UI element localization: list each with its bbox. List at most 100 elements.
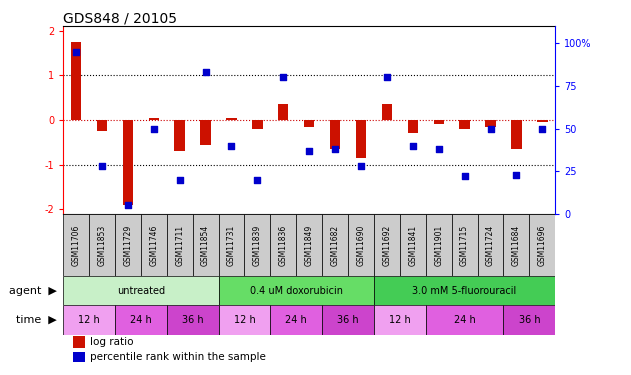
Point	[304, 148, 314, 154]
Text: GSM11729: GSM11729	[124, 224, 133, 266]
Text: 0.4 uM doxorubicin: 0.4 uM doxorubicin	[250, 286, 343, 296]
Bar	[97, 120, 107, 131]
Bar	[73, 336, 85, 348]
Bar	[122, 120, 133, 205]
Bar	[478, 214, 504, 276]
Point	[433, 146, 444, 152]
Text: GSM11692: GSM11692	[382, 224, 391, 266]
Bar	[296, 214, 322, 276]
Bar	[330, 120, 340, 149]
Bar	[322, 214, 348, 276]
Text: GSM11853: GSM11853	[97, 224, 107, 266]
Text: GSM11854: GSM11854	[201, 224, 210, 266]
Text: GSM11849: GSM11849	[305, 224, 314, 266]
Bar	[374, 305, 426, 334]
Text: untreated: untreated	[117, 286, 165, 296]
Bar	[374, 214, 400, 276]
Point	[123, 202, 133, 208]
Point	[537, 126, 547, 132]
Bar	[278, 104, 288, 120]
Bar	[382, 104, 392, 120]
Bar	[452, 214, 478, 276]
Bar	[218, 276, 374, 305]
Text: log ratio: log ratio	[90, 337, 134, 347]
Text: 24 h: 24 h	[130, 315, 151, 325]
Bar	[426, 305, 504, 334]
Point	[459, 173, 469, 179]
Bar	[504, 305, 555, 334]
Text: 12 h: 12 h	[78, 315, 100, 325]
Text: GSM11690: GSM11690	[357, 224, 365, 266]
Text: GSM11724: GSM11724	[486, 224, 495, 266]
Point	[278, 74, 288, 80]
Text: GSM11731: GSM11731	[227, 224, 236, 266]
Bar	[63, 214, 89, 276]
Bar	[89, 214, 115, 276]
Text: 12 h: 12 h	[233, 315, 256, 325]
Text: GSM11715: GSM11715	[460, 224, 469, 266]
Text: GSM11696: GSM11696	[538, 224, 547, 266]
Bar	[167, 214, 192, 276]
Point	[97, 163, 107, 169]
Text: GSM11901: GSM11901	[434, 224, 443, 266]
Text: 36 h: 36 h	[182, 315, 203, 325]
Bar	[459, 120, 470, 129]
Text: time  ▶: time ▶	[16, 315, 57, 325]
Point	[71, 49, 81, 55]
Bar	[356, 120, 366, 158]
Bar	[201, 120, 211, 144]
Point	[149, 126, 159, 132]
Point	[252, 177, 262, 183]
Point	[175, 177, 185, 183]
Point	[330, 146, 340, 152]
Bar	[529, 214, 555, 276]
Text: percentile rank within the sample: percentile rank within the sample	[90, 352, 266, 362]
Text: 36 h: 36 h	[519, 315, 540, 325]
Bar	[218, 305, 270, 334]
Bar	[374, 276, 555, 305]
Bar	[71, 42, 81, 120]
Text: 3.0 mM 5-fluorouracil: 3.0 mM 5-fluorouracil	[413, 286, 517, 296]
Bar	[115, 214, 141, 276]
Bar	[63, 305, 115, 334]
Bar	[141, 214, 167, 276]
Bar	[348, 214, 374, 276]
Bar	[426, 214, 452, 276]
Bar	[167, 305, 218, 334]
Text: GSM11839: GSM11839	[253, 224, 262, 266]
Bar	[511, 120, 522, 149]
Text: 12 h: 12 h	[389, 315, 411, 325]
Text: GSM11746: GSM11746	[150, 224, 158, 266]
Bar	[304, 120, 314, 127]
Text: 36 h: 36 h	[337, 315, 359, 325]
Bar	[115, 305, 167, 334]
Bar	[227, 118, 237, 120]
Point	[382, 74, 392, 80]
Point	[201, 69, 211, 75]
Bar	[485, 120, 496, 127]
Text: GDS848 / 20105: GDS848 / 20105	[63, 11, 177, 25]
Text: agent  ▶: agent ▶	[9, 286, 57, 296]
Bar	[504, 214, 529, 276]
Bar	[244, 214, 270, 276]
Bar	[400, 214, 426, 276]
Bar	[322, 305, 374, 334]
Point	[227, 142, 237, 148]
Bar	[73, 352, 85, 362]
Bar	[63, 276, 218, 305]
Bar	[270, 214, 296, 276]
Point	[356, 163, 366, 169]
Bar	[252, 120, 262, 129]
Bar	[175, 120, 185, 151]
Bar	[537, 120, 548, 122]
Text: GSM11711: GSM11711	[175, 224, 184, 266]
Text: GSM11706: GSM11706	[71, 224, 81, 266]
Point	[485, 126, 495, 132]
Point	[511, 171, 521, 177]
Bar	[148, 118, 159, 120]
Bar	[433, 120, 444, 124]
Text: GSM11684: GSM11684	[512, 224, 521, 266]
Text: 24 h: 24 h	[285, 315, 307, 325]
Bar	[270, 305, 322, 334]
Point	[408, 142, 418, 148]
